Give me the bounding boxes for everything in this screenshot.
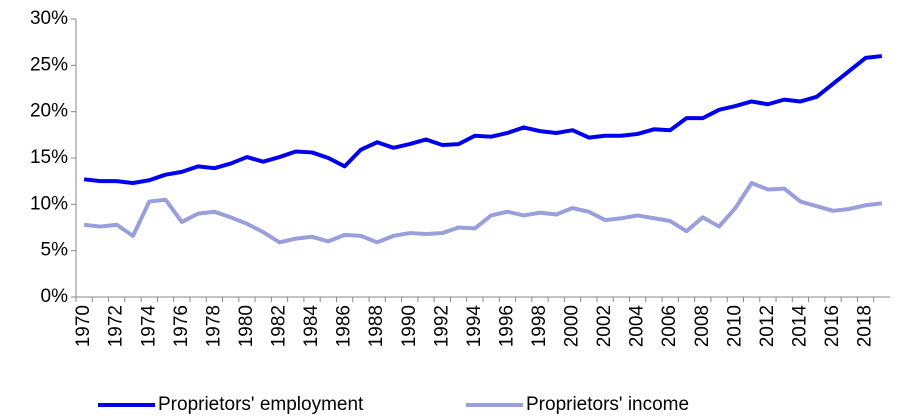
- series-line: [83, 181, 883, 245]
- x-tick-label: 2006: [659, 305, 680, 347]
- y-tick-label: 20%: [30, 101, 68, 122]
- x-tick-label: 2012: [757, 305, 778, 347]
- x-tick-label: 2004: [627, 305, 648, 348]
- x-tick-label: 1998: [529, 305, 550, 347]
- x-tick-label: 1976: [171, 305, 192, 347]
- y-tick-label: 30%: [30, 8, 68, 29]
- x-tick-label: 1972: [106, 305, 127, 347]
- y-tick-label: 0%: [41, 286, 69, 307]
- x-tick-label: 1974: [138, 305, 159, 348]
- x-tick-label: 1996: [496, 305, 517, 347]
- x-tick-label: 1984: [301, 305, 322, 348]
- legend-label: Proprietors' employment: [158, 394, 364, 415]
- y-tick-label: 10%: [30, 193, 68, 214]
- y-tick-label: 5%: [41, 240, 69, 261]
- x-tick-label: 1988: [366, 305, 387, 347]
- series-line: [83, 54, 883, 186]
- y-tick-label: 15%: [30, 147, 68, 168]
- x-tick-label: 1990: [399, 305, 420, 347]
- x-tick-label: 2000: [562, 305, 583, 347]
- x-tick-label: 2010: [724, 305, 745, 347]
- x-tick-label: 1982: [269, 305, 290, 347]
- x-tick-label: 2016: [822, 305, 843, 347]
- y-tick-label: 25%: [30, 54, 68, 75]
- legend-label: Proprietors' income: [526, 394, 689, 415]
- x-tick-label: 2018: [855, 305, 876, 347]
- x-tick-label: 1970: [73, 305, 94, 347]
- x-tick-label: 1992: [431, 305, 452, 347]
- x-tick-label: 2002: [594, 305, 615, 347]
- x-tick-label: 1978: [203, 305, 224, 347]
- x-tick-label: 1986: [334, 305, 355, 347]
- x-tick-label: 2014: [789, 305, 810, 348]
- x-tick-label: 2008: [692, 305, 713, 347]
- x-tick-label: 1980: [236, 305, 257, 347]
- x-tick-label: 1994: [464, 305, 485, 348]
